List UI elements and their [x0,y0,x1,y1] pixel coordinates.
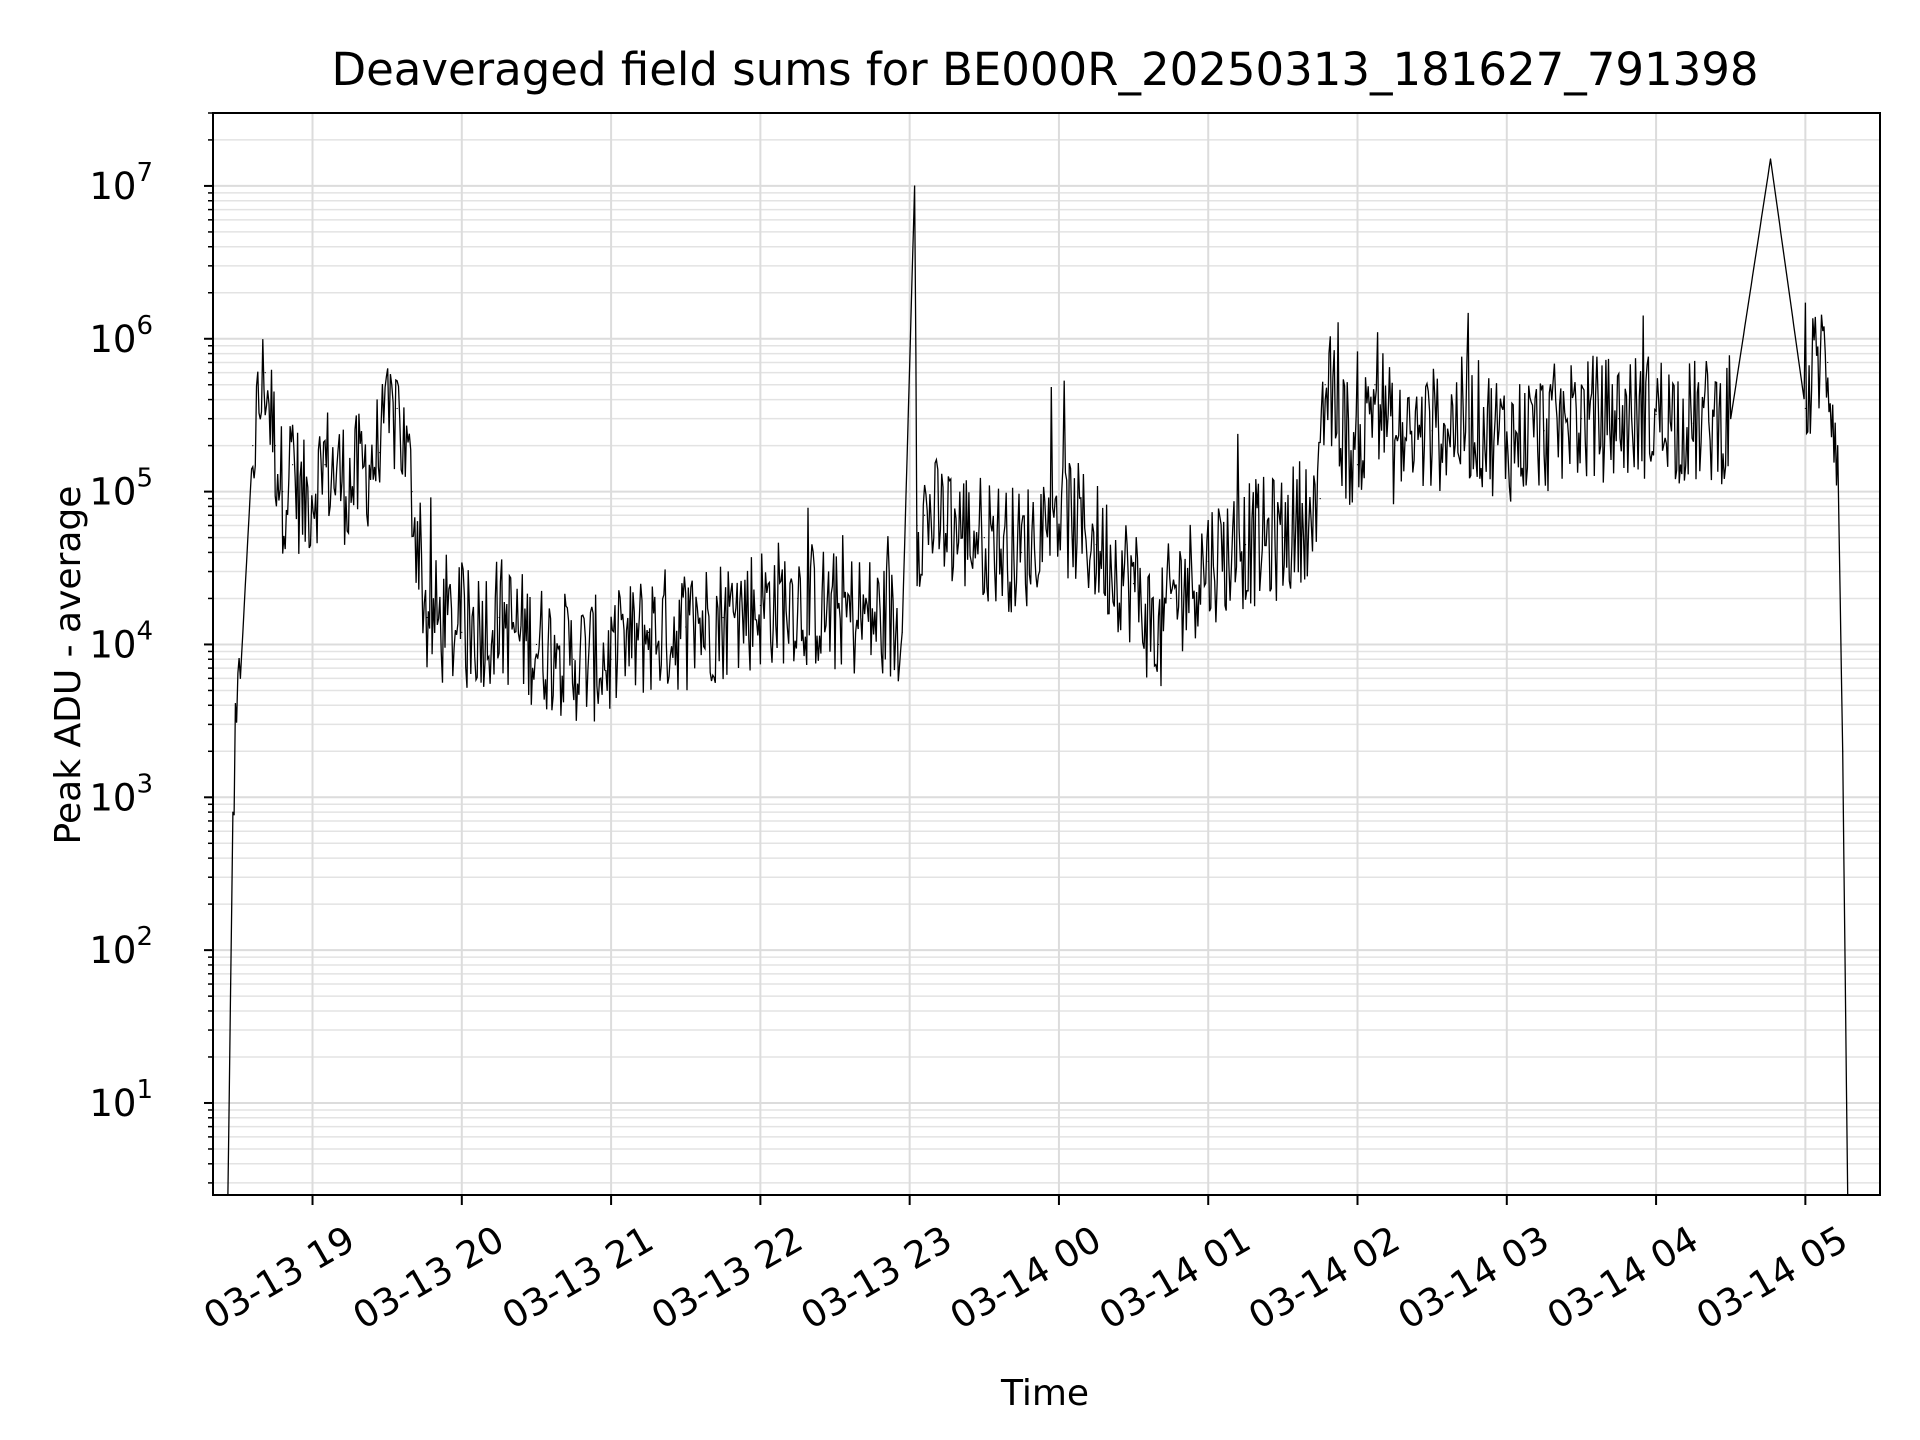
data-point [232,811,234,813]
data-point [1282,537,1284,539]
data-point [916,524,918,527]
data-point [983,537,985,539]
data-point [1021,551,1023,554]
data-point [1207,560,1209,562]
chart-title: Deaveraged field sums for BE000R_2025031… [331,43,1758,96]
data-point [292,464,294,466]
data-point [1837,444,1839,447]
data-point [1827,361,1829,364]
data-point [722,616,724,619]
data-point [426,616,428,619]
data-point [498,616,500,619]
data-point [1244,544,1247,546]
data-point [610,658,612,660]
data-point [834,612,836,614]
data-point [1543,430,1545,432]
y-tick-label: 101 [89,1075,153,1125]
data-point [396,407,398,410]
data-point [685,626,687,628]
data-point [1319,498,1321,500]
x-axis-label: Time [1000,1373,1089,1414]
data-point [1692,422,1694,424]
data-point [1394,444,1396,447]
series-layer [227,158,1849,1196]
data-point [1506,438,1508,440]
data-point [282,491,284,493]
data-point [1730,418,1732,420]
data-point [1468,418,1471,420]
data-point [914,185,916,187]
data-point [301,505,304,508]
y-tick-label: 106 [89,311,153,361]
data-point [1431,430,1433,432]
data-point [1374,384,1376,386]
data-point [264,372,266,374]
data-point [324,464,326,466]
data-point [923,514,926,516]
data-point [1095,544,1097,546]
data-point [1132,583,1135,585]
y-tick-label: 107 [89,158,153,208]
data-point [1817,352,1819,355]
data-point [1655,413,1657,416]
data-point [759,604,761,607]
y-tick-label: 105 [89,464,153,514]
data-point [1769,158,1772,160]
data-point [871,616,873,619]
data-point [252,444,254,447]
y-tick-label: 102 [89,922,153,972]
series-line [227,158,1849,1195]
data-point [239,677,241,679]
data-point [349,484,351,486]
data-point [535,643,538,646]
plot-frame [212,112,1881,1196]
data-point [1618,418,1620,420]
data-point [274,444,276,447]
data-point [1157,643,1160,646]
data-point [946,524,948,527]
data-point [1055,505,1058,508]
data-point [797,597,799,600]
y-tick-label: 103 [89,769,153,819]
data-point [1804,407,1806,410]
data-point [411,491,413,493]
data-point [461,631,463,633]
y-tick-label: 104 [89,616,153,666]
data-point [1324,384,1326,386]
data-point [379,451,381,454]
data-point [1842,750,1844,752]
data-point [1356,464,1359,466]
data-point [1170,597,1172,600]
data-point [1580,418,1583,420]
data-point [647,631,650,633]
y-axis-label: Peak ADU - average [48,486,89,845]
data-point [901,631,903,633]
data-point [573,658,575,660]
